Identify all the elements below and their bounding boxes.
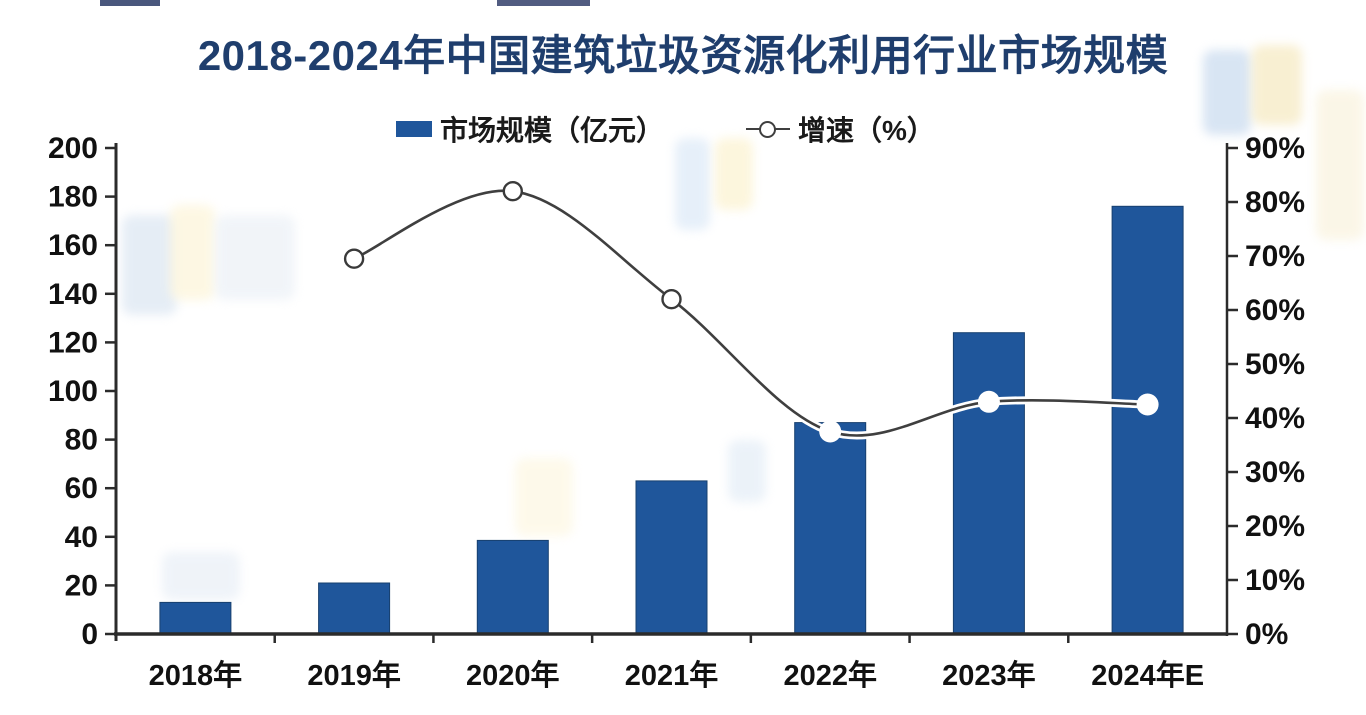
right-axis-label: 80%: [1245, 186, 1305, 219]
bar-swatch-icon: [396, 121, 432, 137]
left-axis-label: 120: [48, 326, 98, 359]
right-axis-label: 40%: [1245, 402, 1305, 435]
right-axis-label: 50%: [1245, 348, 1305, 381]
x-axis-label: 2020年: [466, 658, 560, 692]
right-axis-label: 60%: [1245, 294, 1305, 327]
left-axis-label: 40: [65, 521, 98, 554]
bar-2020年: [476, 539, 549, 635]
bar-2024年E: [1111, 205, 1184, 635]
growth-marker-open: [661, 289, 682, 310]
growth-marker-solid: [977, 390, 1000, 413]
left-axis-label: 180: [48, 181, 98, 214]
x-axis-label: 2018年: [149, 658, 243, 692]
x-axis-label: 2022年: [783, 658, 877, 692]
left-axis-label: 20: [65, 569, 98, 602]
growth-line-casing: [350, 186, 1152, 440]
x-axis-label: 2019年: [307, 658, 401, 692]
legend-item-market-size: 市场规模（亿元）: [396, 109, 664, 149]
bar-2022年: [794, 422, 867, 635]
bar-2019年: [318, 582, 391, 635]
right-axis-label: 20%: [1245, 510, 1305, 543]
left-axis-label: 160: [48, 229, 98, 262]
line-marker-icon: [746, 119, 791, 139]
growth-marker-solid: [1136, 393, 1159, 416]
right-axis-label: 70%: [1245, 240, 1305, 273]
x-axis-label: 2024年E: [1091, 658, 1204, 692]
x-axis-label: 2021年: [625, 658, 719, 692]
right-axis-label: 30%: [1245, 456, 1305, 489]
legend-label-market-size: 市场规模（亿元）: [440, 115, 665, 146]
left-axis-label: 0: [81, 618, 98, 651]
right-axis-label: 90%: [1245, 132, 1305, 165]
left-axis-label: 200: [48, 132, 98, 165]
growth-marker-open: [502, 180, 523, 202]
growth-marker-open: [343, 248, 365, 269]
right-axis-label: 0%: [1245, 618, 1288, 651]
bar-2018年: [159, 601, 232, 635]
growth-marker-solid: [819, 420, 842, 443]
chart-legend: 市场规模（亿元） 增速（%）: [396, 109, 935, 149]
left-axis-label: 100: [48, 375, 98, 408]
bar-2023年: [952, 332, 1025, 635]
legend-item-growth: 增速（%）: [746, 109, 935, 149]
legend-label-growth: 增速（%）: [798, 115, 935, 146]
right-axis-label: 10%: [1245, 564, 1305, 597]
left-axis-label: 80: [65, 424, 98, 457]
left-axis-label: 140: [48, 278, 98, 311]
chart-title: 2018-2024年中国建筑垃圾资源化利用行业市场规模: [197, 32, 1169, 79]
left-axis-label: 60: [65, 472, 98, 505]
bar-2021年: [635, 480, 708, 635]
x-axis-label: 2023年: [942, 658, 1036, 692]
